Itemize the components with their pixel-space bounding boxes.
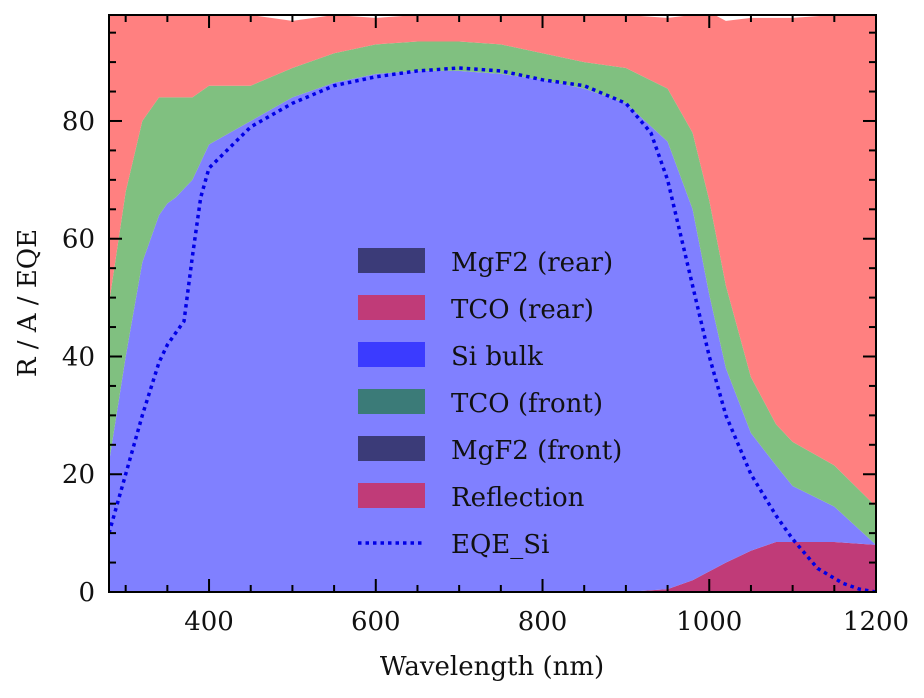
legend-swatch-tco-rear	[358, 295, 425, 320]
legend-swatch-mgf2-front	[358, 436, 425, 461]
legend-label-si-bulk: Si bulk	[451, 342, 543, 372]
stacked-area-group	[109, 15, 876, 592]
x-tick-label: 1200	[843, 607, 909, 637]
y-tick-label: 0	[78, 578, 95, 608]
legend-label-eqe-si: EQE_Si	[451, 530, 549, 560]
legend-label-tco-rear: TCO (rear)	[451, 295, 594, 325]
y-tick-label: 60	[62, 225, 95, 255]
area-reflection	[109, 15, 876, 507]
legend-swatch-tco-front	[358, 389, 425, 414]
x-tick-label: 400	[184, 607, 234, 637]
tick-label-group: 400 600 800 1000 1200 0 20 40 60 80	[62, 107, 909, 637]
y-axis-title: R / A / EQE	[13, 229, 43, 377]
plot-frame	[108, 14, 877, 593]
x-tick-label: 1000	[676, 607, 742, 637]
x-axis-title: Wavelength (nm)	[380, 652, 604, 682]
area-si-bulk	[109, 70, 876, 592]
y-tick-label: 80	[62, 107, 95, 137]
legend-label-mgf2-front: MgF2 (front)	[451, 436, 622, 466]
x-tick-label: 600	[351, 607, 401, 637]
legend-swatch-si-bulk	[358, 342, 425, 367]
legend: MgF2 (rear) TCO (rear) Si bulk TCO (front) M…	[358, 248, 622, 560]
legend-label-reflection: Reflection	[451, 483, 585, 513]
legend-label-tco-front: TCO (front)	[451, 389, 603, 419]
y-tick-label: 20	[62, 460, 95, 490]
legend-label-mgf2-rear: MgF2 (rear)	[451, 248, 613, 278]
x-tick-label: 800	[518, 607, 568, 637]
legend-swatch-reflection	[358, 483, 425, 508]
area-tco-front	[109, 41, 876, 545]
legend-swatch-mgf2-rear	[358, 248, 425, 273]
y-tick-label: 40	[62, 342, 95, 372]
tick-group	[109, 15, 877, 593]
